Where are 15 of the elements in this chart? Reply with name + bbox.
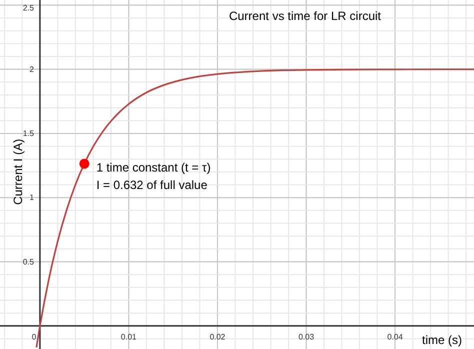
annotation: 1 time constant (t = τ) I = 0.632 of full value <box>96 160 211 192</box>
x-tick-label: 0.02 <box>210 332 226 342</box>
y-axis-title: Current I (A) <box>11 138 25 205</box>
y-tick-label: 1.5 <box>22 129 34 138</box>
y-tick-label: 1 <box>29 193 34 202</box>
x-tick-label: 0.03 <box>298 332 315 342</box>
x-tick-label: 0.01 <box>120 332 138 342</box>
y-tick-label: 2 <box>29 64 34 74</box>
x-tick-label: 0 <box>32 332 37 342</box>
x-axis-title: time (s) <box>422 332 462 347</box>
x-tick-label: 0.04 <box>387 332 404 342</box>
line-series <box>36 68 474 348</box>
text: Current vs time for LR circuit <box>228 9 382 23</box>
y-tick-label: 2.5 <box>22 4 34 13</box>
y-tick-label: 0.5 <box>22 257 34 266</box>
